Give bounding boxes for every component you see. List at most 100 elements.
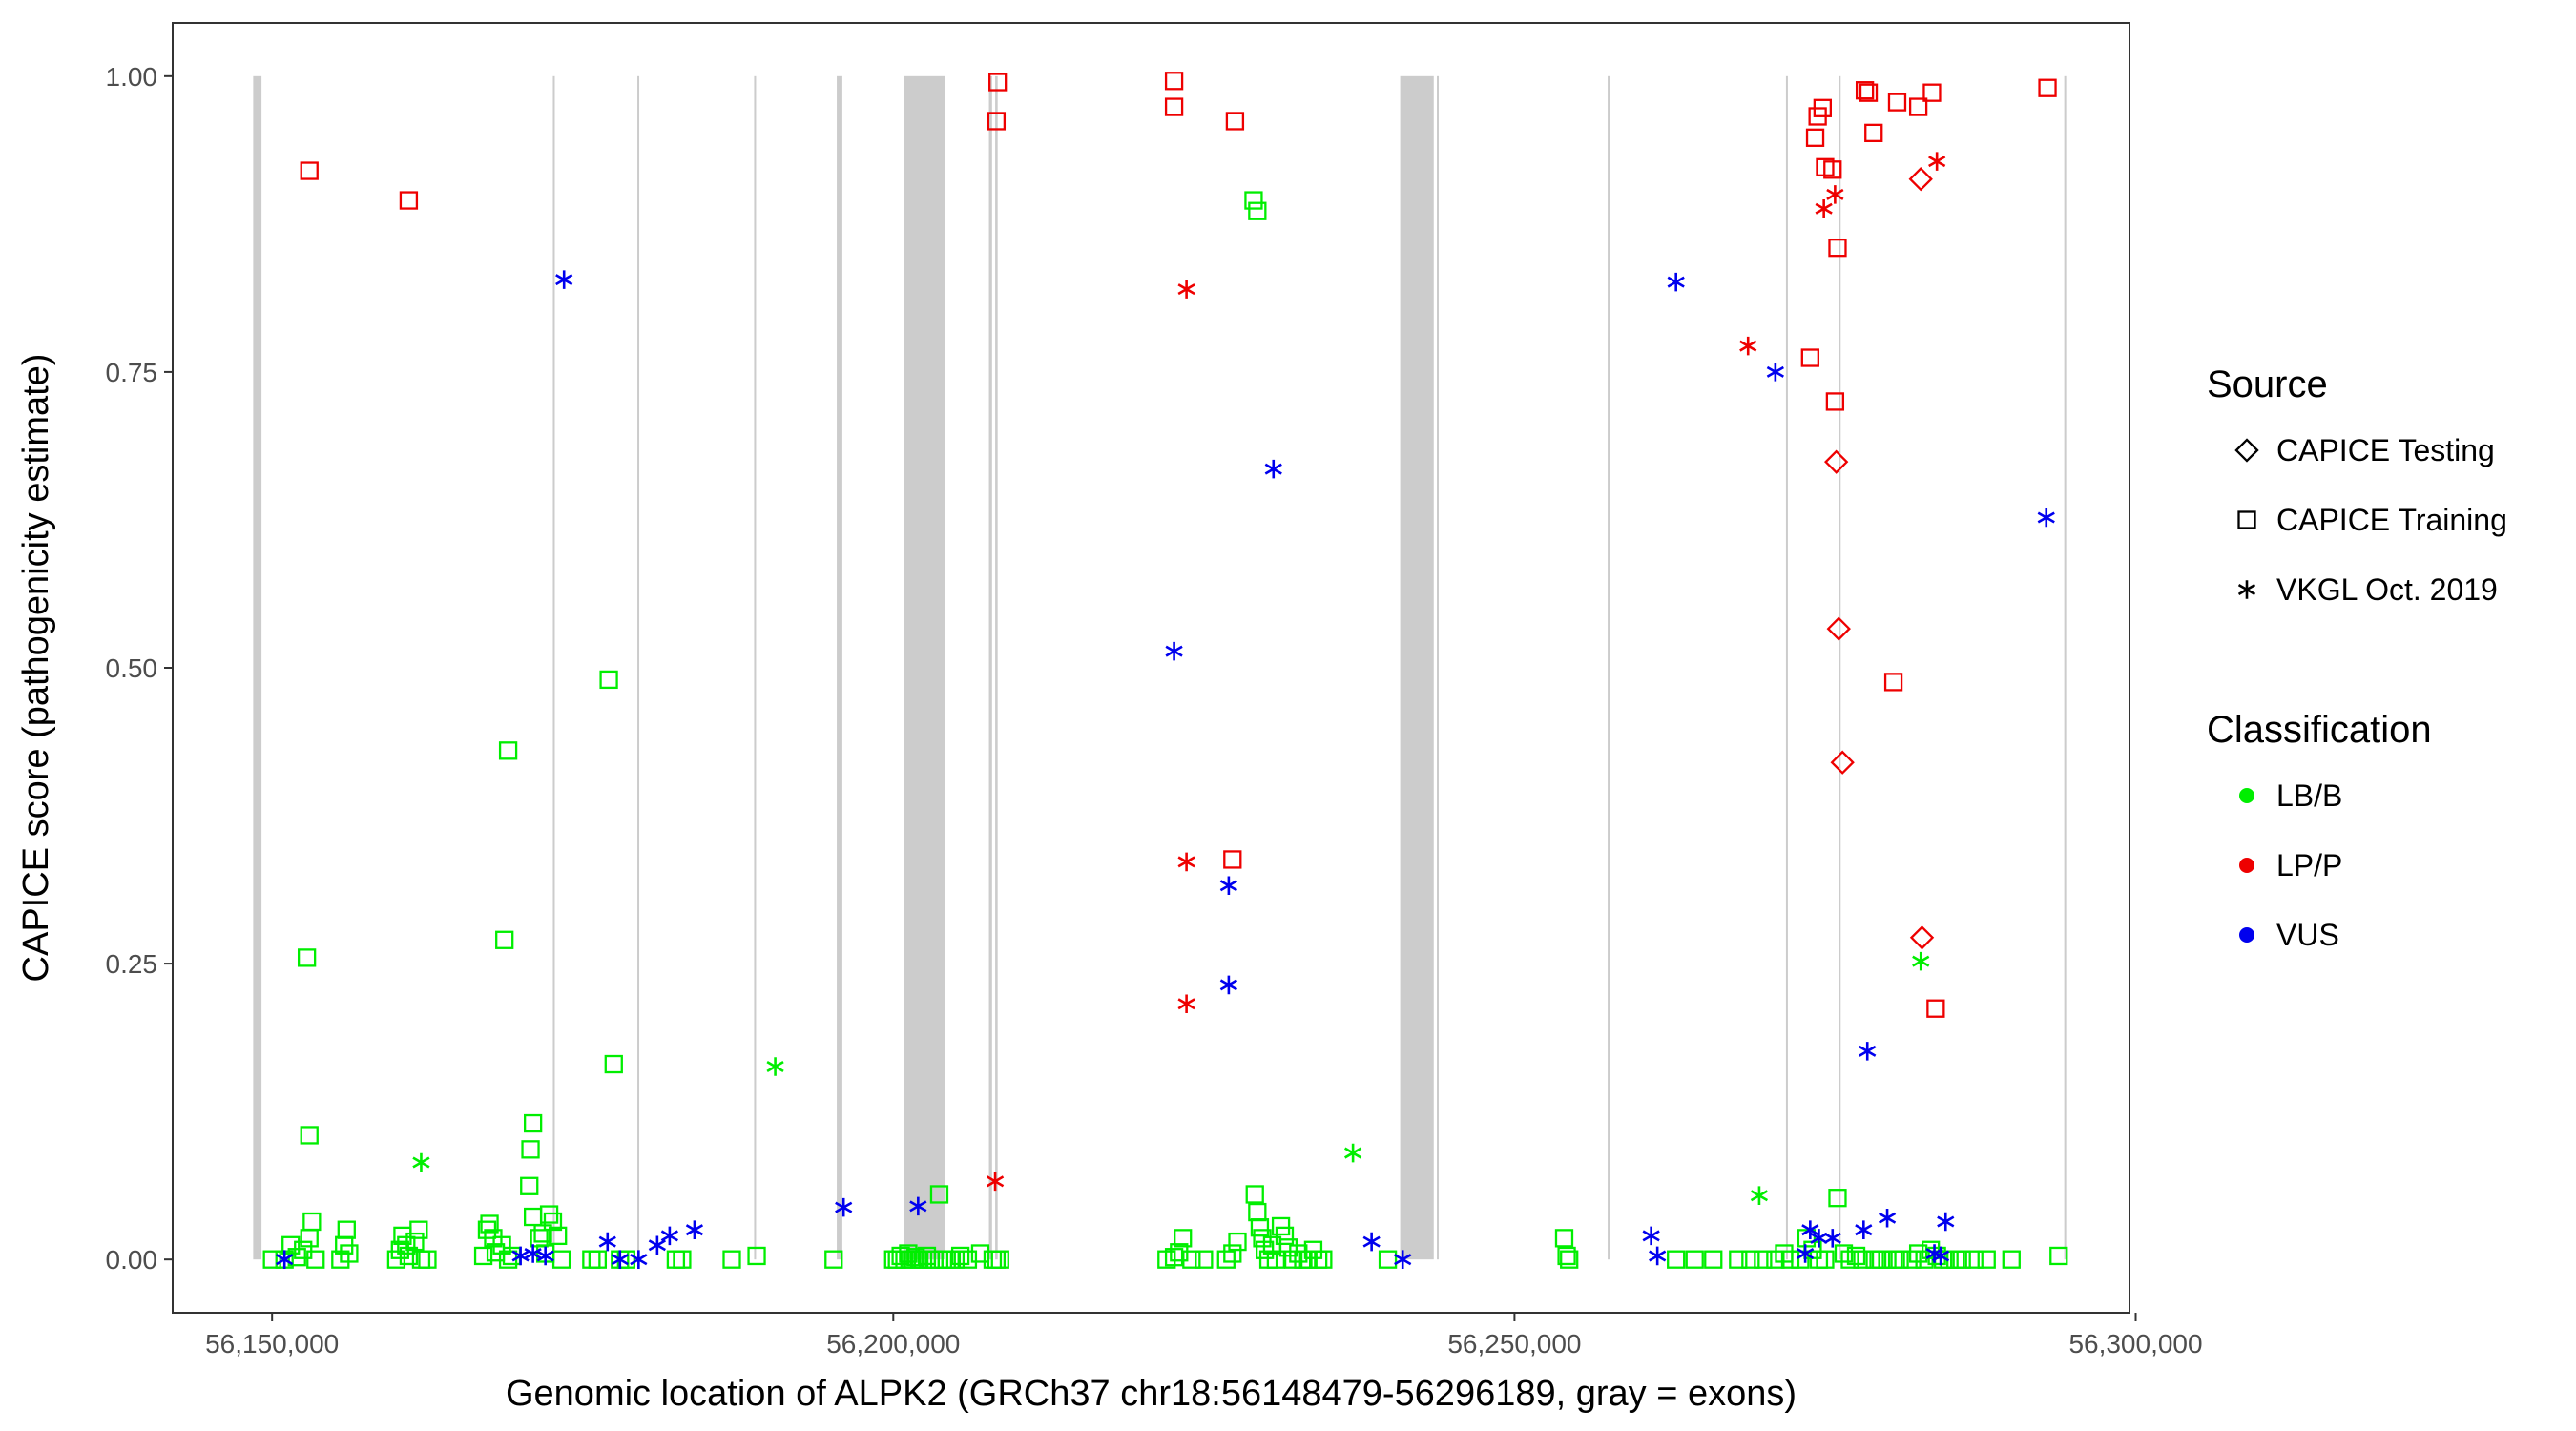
- data-point: [1915, 1250, 1934, 1269]
- data-point: [1964, 1250, 1984, 1269]
- exon-band: [552, 75, 555, 1260]
- legend-classification-entries: LB/B LP/P VUS: [2239, 778, 2342, 952]
- data-point: [386, 1250, 406, 1269]
- exon-bands: [253, 75, 2067, 1260]
- data-point: [498, 741, 518, 760]
- data-point: [337, 1220, 356, 1239]
- data-point: [1977, 1250, 1996, 1269]
- data-point: [1823, 160, 1842, 179]
- data-point: [1278, 1238, 1298, 1257]
- data-point: [1177, 280, 1195, 299]
- data-point: [418, 1250, 437, 1269]
- data-point: [1314, 1250, 1333, 1269]
- legend-source-marker: [2237, 510, 2256, 529]
- data-point: [1739, 336, 1757, 356]
- exon-band: [995, 75, 998, 1260]
- data-point: [1928, 152, 1946, 171]
- data-point: [1846, 1246, 1866, 1266]
- data-point: [1177, 994, 1195, 1014]
- legend-class-swatch: [2239, 858, 2254, 873]
- x-tick-label: 56,300,000: [2068, 1329, 2202, 1358]
- data-point: [1649, 1246, 1667, 1266]
- data-point: [988, 73, 1008, 92]
- legend-source-entries: CAPICE Testing CAPICE Training VKGL Oct. 2…: [2234, 433, 2507, 607]
- data-point: [1805, 128, 1825, 147]
- exon-band: [1839, 75, 1841, 1260]
- data-point: [1250, 1218, 1270, 1237]
- data-point: [1225, 112, 1245, 131]
- data-point: [1266, 1250, 1286, 1269]
- legend-classification-title: Classification: [2207, 709, 2432, 751]
- data-point: [1878, 1250, 1897, 1269]
- data-point: [685, 1220, 704, 1239]
- data-point: [1909, 925, 1935, 950]
- data-point: [824, 1250, 843, 1269]
- data-point: [1931, 1246, 1950, 1266]
- data-point: [1946, 1250, 1965, 1269]
- data-point: [2037, 508, 2055, 528]
- data-point: [958, 1250, 978, 1269]
- data-point: [909, 1196, 927, 1216]
- data-point: [1164, 72, 1184, 91]
- data-point: [306, 1250, 325, 1269]
- data-point: [588, 1250, 608, 1269]
- data-point: [1853, 1250, 1872, 1269]
- legend-source-marker: [2237, 580, 2256, 599]
- data-point: [502, 1246, 522, 1266]
- data-point: [1890, 1250, 1909, 1269]
- data-point: [1248, 1202, 1267, 1222]
- exon-band: [754, 75, 757, 1260]
- data-point: [598, 1232, 616, 1252]
- data-point: [1283, 1250, 1303, 1269]
- data-point: [1165, 641, 1183, 661]
- data-point: [1826, 185, 1844, 204]
- data-point: [1642, 1226, 1660, 1246]
- data-point: [1816, 1250, 1835, 1269]
- data-point: [1244, 191, 1263, 210]
- data-point: [1271, 1216, 1291, 1236]
- data-point: [276, 1250, 294, 1269]
- data-point: [300, 1126, 319, 1145]
- data-point: [1219, 975, 1238, 995]
- data-point: [1294, 1250, 1313, 1269]
- data-point: [1908, 97, 1928, 116]
- data-point: [340, 1244, 359, 1263]
- data-points: [262, 72, 2068, 1269]
- data-point: [987, 112, 1007, 131]
- data-point: [1834, 1244, 1854, 1263]
- data-point: [630, 1250, 648, 1269]
- data-point: [1704, 1250, 1723, 1269]
- x-axis-title: Genomic location of ALPK2 (GRCh37 chr18:…: [506, 1374, 1797, 1414]
- data-point: [1828, 1189, 1847, 1208]
- legend-class-label: VUS: [2276, 918, 2339, 952]
- legend-class-swatch: [2239, 788, 2254, 803]
- exon-band: [637, 75, 640, 1260]
- data-point: [1223, 850, 1242, 869]
- exon-band: [2064, 75, 2067, 1260]
- legend: Source CAPICE Testing CAPICE Training VKGL…: [2207, 363, 2507, 952]
- data-point: [300, 1229, 319, 1248]
- data-point: [1174, 1229, 1193, 1248]
- data-point: [1298, 1250, 1318, 1269]
- exon-band: [837, 75, 842, 1260]
- data-point: [747, 1246, 766, 1266]
- data-point: [648, 1235, 666, 1255]
- data-point: [1883, 673, 1903, 692]
- legend-source-marker: [2234, 438, 2259, 463]
- data-point: [1685, 1250, 1704, 1269]
- data-point: [1216, 1250, 1236, 1269]
- data-point: [2049, 1246, 2068, 1266]
- data-point: [1855, 81, 1875, 100]
- data-point: [1554, 1229, 1574, 1248]
- x-tick-label: 56,250,000: [1447, 1329, 1581, 1358]
- legend-class-label: LP/P: [2276, 848, 2342, 882]
- data-point: [1840, 1250, 1859, 1269]
- data-point: [1937, 1212, 1955, 1232]
- data-point: [660, 1226, 679, 1246]
- data-point: [1823, 1229, 1841, 1248]
- data-point: [1859, 83, 1879, 102]
- data-point: [1864, 123, 1883, 143]
- plot-panel-border: [172, 22, 2130, 1314]
- data-point: [1809, 1250, 1829, 1269]
